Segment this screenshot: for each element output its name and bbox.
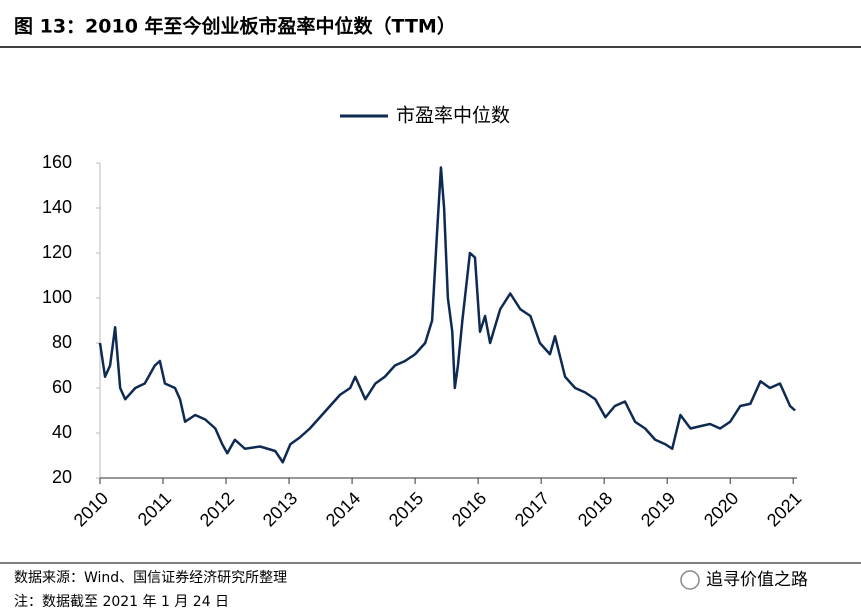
x-tick-label: 2011 <box>134 488 176 530</box>
watermark-icon <box>680 570 700 590</box>
note: 注：数据截至 2021 年 1 月 24 日 <box>14 594 229 610</box>
watermark: 追寻价值之路 <box>706 570 808 590</box>
y-tick-label: 80 <box>52 332 72 352</box>
y-tick-label: 60 <box>52 377 72 397</box>
x-tick-label: 2013 <box>259 488 301 530</box>
y-tick-label: 40 <box>52 422 72 442</box>
source: 数据来源：Wind、国信证券经济研究所整理 <box>14 570 287 586</box>
legend-label: 市盈率中位数 <box>396 105 510 127</box>
y-tick-label: 20 <box>52 467 72 487</box>
x-tick-label: 2014 <box>322 488 364 530</box>
x-tick-label: 2020 <box>700 488 742 530</box>
x-tick-label: 2018 <box>574 488 616 530</box>
x-tick-label: 2017 <box>511 488 553 530</box>
series-line <box>98 166 796 464</box>
y-tick-label: 100 <box>42 287 72 307</box>
x-tick-label: 2016 <box>448 488 490 530</box>
figure-title: 图 13：2010 年至今创业板市盈率中位数（TTM） <box>14 15 456 38</box>
y-tick-label: 120 <box>42 242 72 262</box>
x-tick-label: 2012 <box>196 488 238 530</box>
x-tick-label: 2019 <box>637 488 679 530</box>
y-tick-label: 140 <box>42 197 72 217</box>
y-tick-label: 160 <box>42 152 72 172</box>
x-tick-label: 2010 <box>70 488 112 530</box>
x-tick-label: 2021 <box>763 488 805 530</box>
x-tick-label: 2015 <box>385 488 427 530</box>
